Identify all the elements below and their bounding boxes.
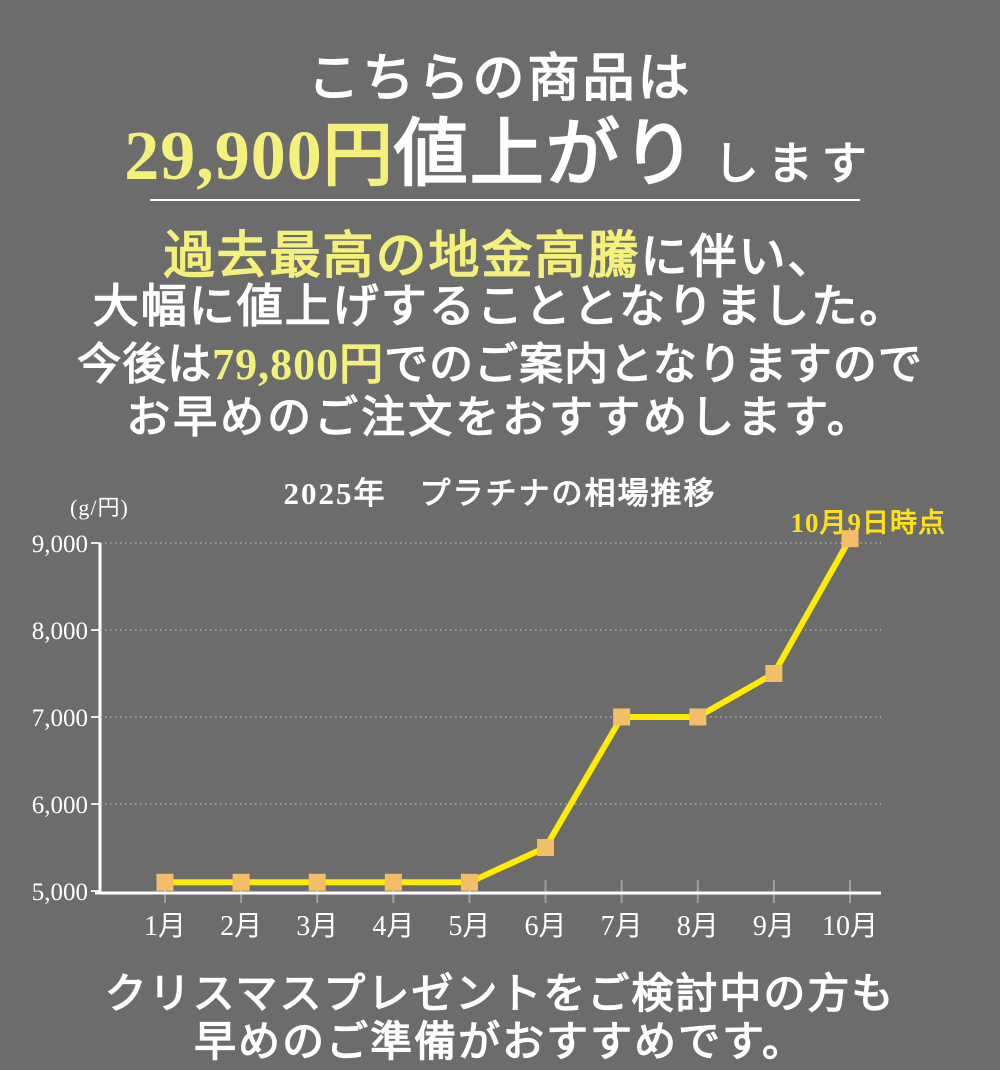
platinum-price-line-chart: 5,000 6,000 7,000 8,000 9,000 1月 2月 3月 4月 5月 6月 7月 8… (32, 530, 881, 942)
x-tick-label: 10月 (822, 911, 878, 942)
body-line3-pre: 今後は (77, 340, 213, 389)
chart-title: 2025年 プラチナの相場推移 (283, 476, 717, 511)
new-price: 79,800円 (212, 340, 385, 389)
x-tick-label: 5月 (448, 911, 490, 942)
y-tick-label: 8,000 (32, 618, 88, 645)
x-tick-label: 6月 (525, 911, 567, 942)
body-line-4: お早めのご注文をおすすめします。 (126, 393, 874, 442)
x-tick-label: 4月 (372, 911, 414, 942)
y-tick-label: 6,000 (32, 792, 88, 819)
headline-line1: こちらの商品は (307, 51, 693, 108)
body-line-3: 今後は79,800円でのご案内となりますので (0, 328, 1000, 392)
body-line-2: 大幅に値上げすることとなりました。 (92, 281, 908, 332)
x-tick-label: 7月 (601, 911, 643, 942)
y-tick-label: 5,000 (32, 879, 88, 906)
headline-suffix: します (713, 139, 876, 189)
x-tick-label: 1月 (144, 911, 186, 942)
y-tick-label: 7,000 (32, 705, 88, 732)
latest-point-annotation: 10月9日時点 (790, 508, 946, 538)
body-line1-rest: に伴い、 (640, 232, 837, 284)
body-line-1: 過去最高の地金高騰に伴い、 (0, 214, 1000, 288)
price-increase-amount: 29,900円 (124, 118, 394, 195)
footer-line-2: 早めのご準備がおすすめです。 (194, 1020, 806, 1066)
headline-line2: 29,900円値上がり します (0, 94, 1000, 201)
x-tick-label: 9月 (753, 911, 795, 942)
x-tick-label: 2月 (220, 911, 262, 942)
body-line3-post: でのご案内となりますので (384, 340, 923, 389)
y-tick-label: 9,000 (32, 531, 88, 558)
body-line1-emphasis: 過去最高の地金高騰 (163, 229, 641, 285)
footer-line-1: クリスマスプレゼントをご検討中の方も (104, 972, 896, 1018)
headline-rise-text: 値上がり (393, 114, 698, 196)
y-axis-unit-label: (g/円) (70, 495, 129, 520)
x-tick-label: 8月 (677, 911, 719, 942)
divider-line (150, 199, 860, 201)
x-tick-label: 3月 (296, 911, 338, 942)
